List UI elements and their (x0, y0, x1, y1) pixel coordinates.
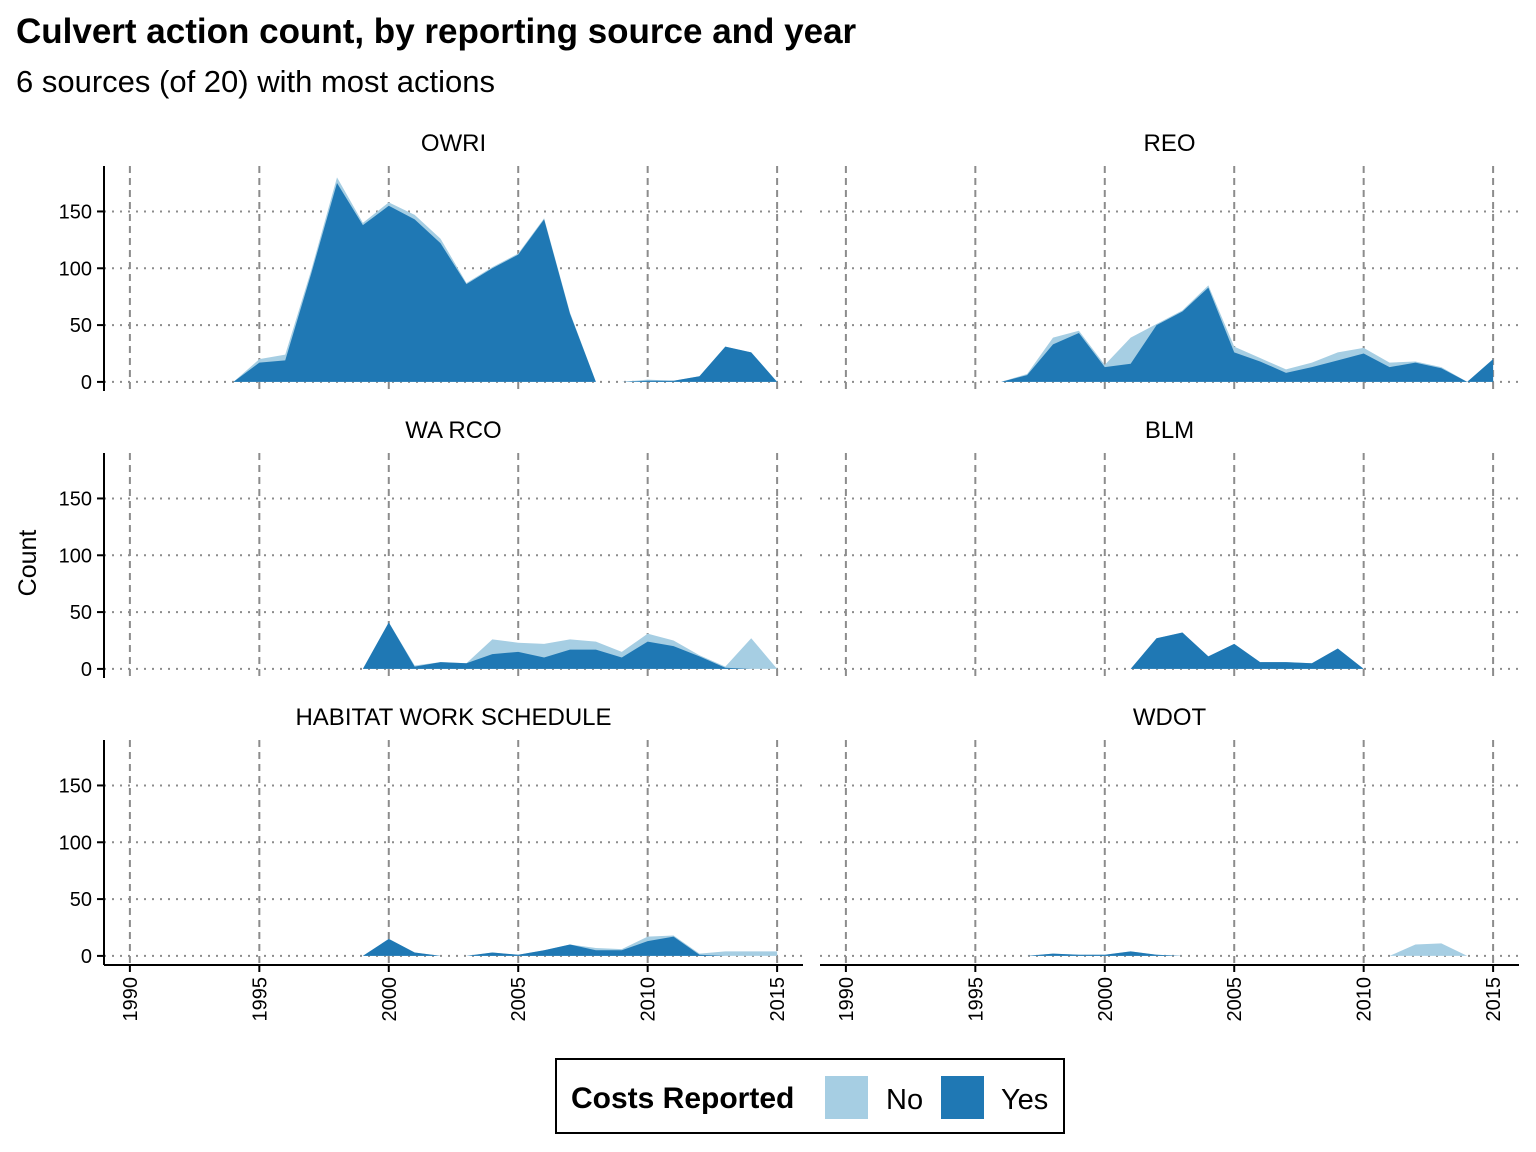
legend-key-yes (941, 1076, 984, 1119)
y-tick-label: 100 (59, 832, 92, 854)
x-tick-label: 2000 (1095, 977, 1117, 1022)
area-yes (362, 936, 778, 956)
y-tick-label: 150 (59, 201, 92, 223)
y-tick-label: 0 (81, 659, 92, 681)
x-tick-label: 2015 (1483, 977, 1505, 1022)
y-tick-label: 100 (59, 258, 92, 280)
y-axis-label: Count (14, 530, 42, 597)
legend-label-yes: Yes (1001, 1084, 1049, 1116)
legend-key-no (825, 1076, 868, 1119)
y-tick-label: 150 (59, 488, 92, 510)
legend-title: Costs Reported (571, 1082, 795, 1115)
panel-title: BLM (1145, 417, 1194, 444)
x-tick-label: 2010 (638, 977, 660, 1022)
x-tick-label: 2010 (1354, 977, 1376, 1022)
chart-title: Culvert action count, by reporting sourc… (16, 12, 857, 51)
area-yes (233, 183, 778, 382)
area-yes (1130, 632, 1364, 669)
x-tick-label: 1995 (965, 977, 987, 1022)
legend: Costs Reported No Yes (555, 1058, 1065, 1134)
y-tick-label: 50 (70, 889, 92, 911)
area-no (1027, 943, 1468, 956)
panel-habitat-work-schedule: HABITAT WORK SCHEDULE 0 50 100 150 1990 1995 20… (59, 704, 803, 1022)
area-yes (362, 622, 778, 669)
x-tick-label: 2005 (1224, 977, 1246, 1022)
panel-title: OWRI (421, 130, 486, 157)
panel-owri: OWRI 0 50 100 150 (59, 130, 803, 394)
panel-title: WDOT (1133, 704, 1207, 731)
panel-wa-rco: WA RCO 0 50 100 150 (59, 417, 803, 681)
panel-title: REO (1143, 130, 1195, 157)
y-tick-label: 0 (81, 946, 92, 968)
x-tick-label: 1990 (120, 977, 142, 1022)
legend-label-no: No (886, 1084, 924, 1116)
y-tick-label: 50 (70, 602, 92, 624)
area-yes (1001, 287, 1494, 382)
panel-reo: REO (820, 130, 1519, 391)
panel-title: WA RCO (405, 417, 501, 444)
x-tick-label: 2005 (508, 977, 530, 1022)
x-tick-label: 1995 (249, 977, 271, 1022)
panel-title: HABITAT WORK SCHEDULE (295, 704, 611, 731)
x-tick-label: 1990 (836, 977, 858, 1022)
panel-blm: BLM (820, 417, 1519, 678)
y-tick-label: 100 (59, 545, 92, 567)
y-tick-label: 50 (70, 315, 92, 337)
y-tick-label: 150 (59, 775, 92, 797)
area-yes (1027, 951, 1468, 956)
chart-subtitle: 6 sources (of 20) with most actions (16, 64, 495, 99)
x-tick-label: 2000 (379, 977, 401, 1022)
panel-wdot: WDOT 1990 1995 2000 2005 2010 2015 (820, 704, 1519, 1022)
y-tick-label: 0 (81, 372, 92, 394)
x-tick-label: 2015 (767, 977, 789, 1022)
